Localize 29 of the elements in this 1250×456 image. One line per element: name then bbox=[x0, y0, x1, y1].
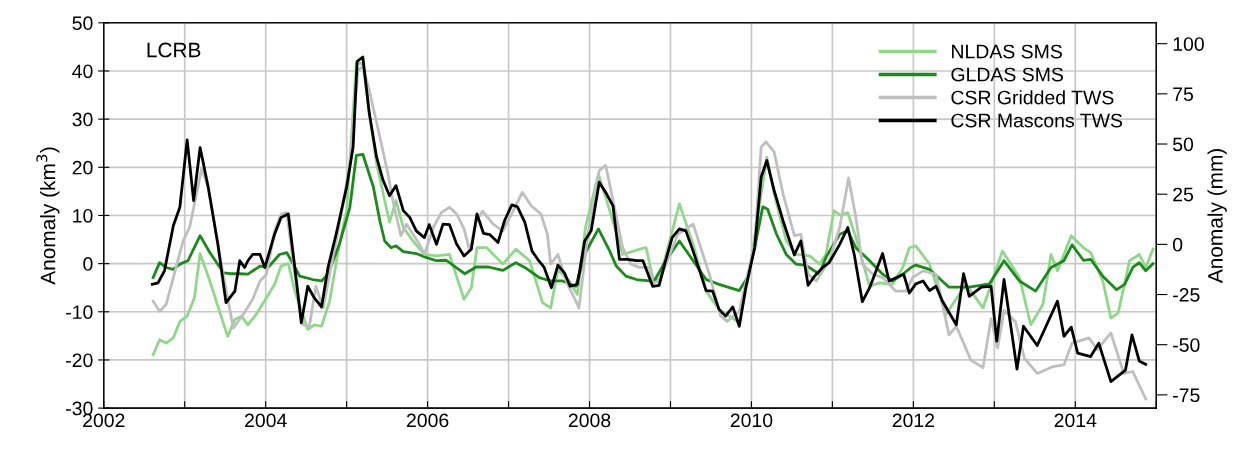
y-axis-title: Anomaly (km$^{3}$) bbox=[36, 147, 60, 285]
x-tick-label: 2010 bbox=[730, 413, 773, 428]
y-tick-label: 0 bbox=[83, 257, 93, 271]
x-tick-label: 2014 bbox=[1054, 413, 1097, 428]
y-tick-label: 10 bbox=[73, 208, 93, 223]
y-tick-label: -10 bbox=[66, 305, 93, 320]
y-tick-label: 20 bbox=[72, 160, 93, 175]
y2-tick-label: -25 bbox=[1173, 288, 1200, 302]
legend-label: GLDAS SMS bbox=[951, 67, 1064, 82]
y-tick-label: 40 bbox=[72, 64, 93, 79]
x-tick-label: 2008 bbox=[568, 413, 611, 428]
y2-tick-label: -50 bbox=[1173, 338, 1200, 352]
x-tick-label: 2004 bbox=[245, 413, 287, 428]
y2-tick-label: 100 bbox=[1173, 37, 1204, 51]
y2-tick-label: 25 bbox=[1173, 187, 1194, 202]
y2-tick-label: 0 bbox=[1172, 237, 1183, 252]
legend-label: CSR Gridded TWS bbox=[951, 90, 1114, 105]
y-tick-label: -20 bbox=[66, 353, 93, 368]
x-tick-label: 2012 bbox=[892, 413, 935, 428]
x-tick-label: 2006 bbox=[406, 413, 449, 428]
y2-axis-title: Anomaly (mm) bbox=[1207, 149, 1227, 284]
y-tick-label: 50 bbox=[72, 16, 93, 31]
y2-tick-label: -75 bbox=[1173, 388, 1200, 403]
legend-label: CSR Mascons TWS bbox=[951, 113, 1123, 128]
annotation: LCRB bbox=[147, 42, 201, 58]
legend-label: NLDAS SMS bbox=[952, 44, 1062, 59]
y2-tick-label: 50 bbox=[1173, 137, 1194, 152]
y-tick-label: 30 bbox=[72, 112, 93, 127]
y2-tick-label: 75 bbox=[1173, 87, 1194, 102]
